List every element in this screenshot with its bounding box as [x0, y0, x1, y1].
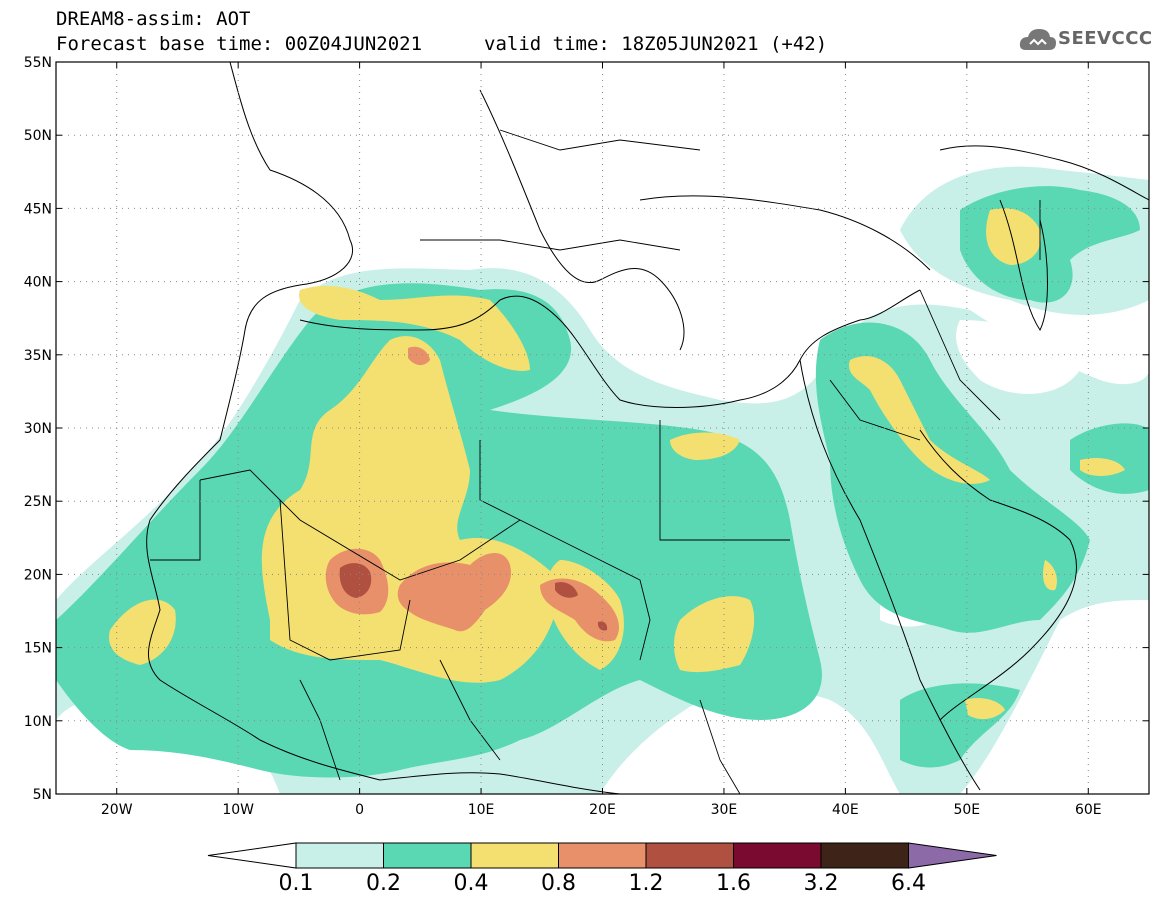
lat-tick-label: 55N [24, 55, 52, 71]
colorbar-label: 6.4 [891, 871, 926, 896]
colorbar-over-arrow [908, 842, 997, 869]
colorbar-segment [383, 842, 472, 869]
colorbar: 0.1 0.2 0.4 0.8 1.2 1.6 3.2 6.4 [207, 842, 997, 896]
aot-level-1.2 [339, 563, 608, 631]
lon-tick-label: 10W [222, 802, 254, 818]
lat-tick-label: 25N [24, 494, 52, 510]
colorbar-label: 1.6 [716, 871, 751, 896]
axis-tick-labels: 20W 10W 0 10E 20E 30E 40E 50E 60E 55N 50N 45N 40N 35N… [24, 55, 1102, 818]
grid-lines [56, 62, 1149, 794]
colorbar-segment [558, 842, 647, 869]
forecast-base-time: Forecast base time: 00Z04JUN2021 [56, 33, 423, 55]
colorbar-label: 0.2 [366, 871, 401, 896]
colorbar-under-arrow [207, 842, 297, 869]
colorbar-label: 3.2 [804, 871, 839, 896]
colorbar-label: 0.8 [541, 871, 576, 896]
lat-tick-label: 45N [24, 201, 52, 217]
lon-tick-label: 30E [711, 802, 738, 818]
aot-field [56, 166, 1149, 794]
colorbar-label: 0.1 [279, 871, 314, 896]
cloud-logo-icon [1019, 29, 1056, 50]
lat-tick-label: 10N [24, 714, 52, 730]
colorbar-segment [470, 842, 559, 869]
colorbar-label: 0.4 [454, 871, 489, 896]
colorbar-segment [295, 842, 384, 869]
lon-tick-label: 50E [953, 802, 980, 818]
lon-tick-label: 40E [832, 802, 859, 818]
colorbar-segment [820, 842, 909, 869]
lat-tick-label: 15N [24, 641, 52, 657]
map-title: DREAM8-assim: AOT [56, 8, 251, 30]
colorbar-label: 1.2 [629, 871, 664, 896]
lat-tick-label: 20N [24, 567, 52, 583]
country-borders [150, 129, 1041, 794]
lat-tick-label: 35N [24, 348, 52, 364]
lon-tick-label: 60E [1075, 802, 1102, 818]
lat-tick-label: 5N [33, 787, 52, 803]
lon-tick-label: 0 [355, 802, 364, 818]
lon-tick-label: 20E [589, 802, 616, 818]
lon-tick-label: 10E [468, 802, 495, 818]
lat-tick-label: 50N [24, 128, 52, 144]
coastlines [146, 62, 1149, 794]
valid-time: valid time: 18Z05JUN2021 (+42) [484, 33, 828, 55]
axis-ticks [56, 61, 1149, 795]
colorbar-segment [733, 842, 822, 869]
colorbar-segment [645, 842, 734, 869]
lat-tick-label: 40N [24, 275, 52, 291]
lon-tick-label: 20W [101, 802, 133, 818]
lat-tick-label: 30N [24, 421, 52, 437]
logo-text: SEEVCCC [1058, 28, 1153, 49]
